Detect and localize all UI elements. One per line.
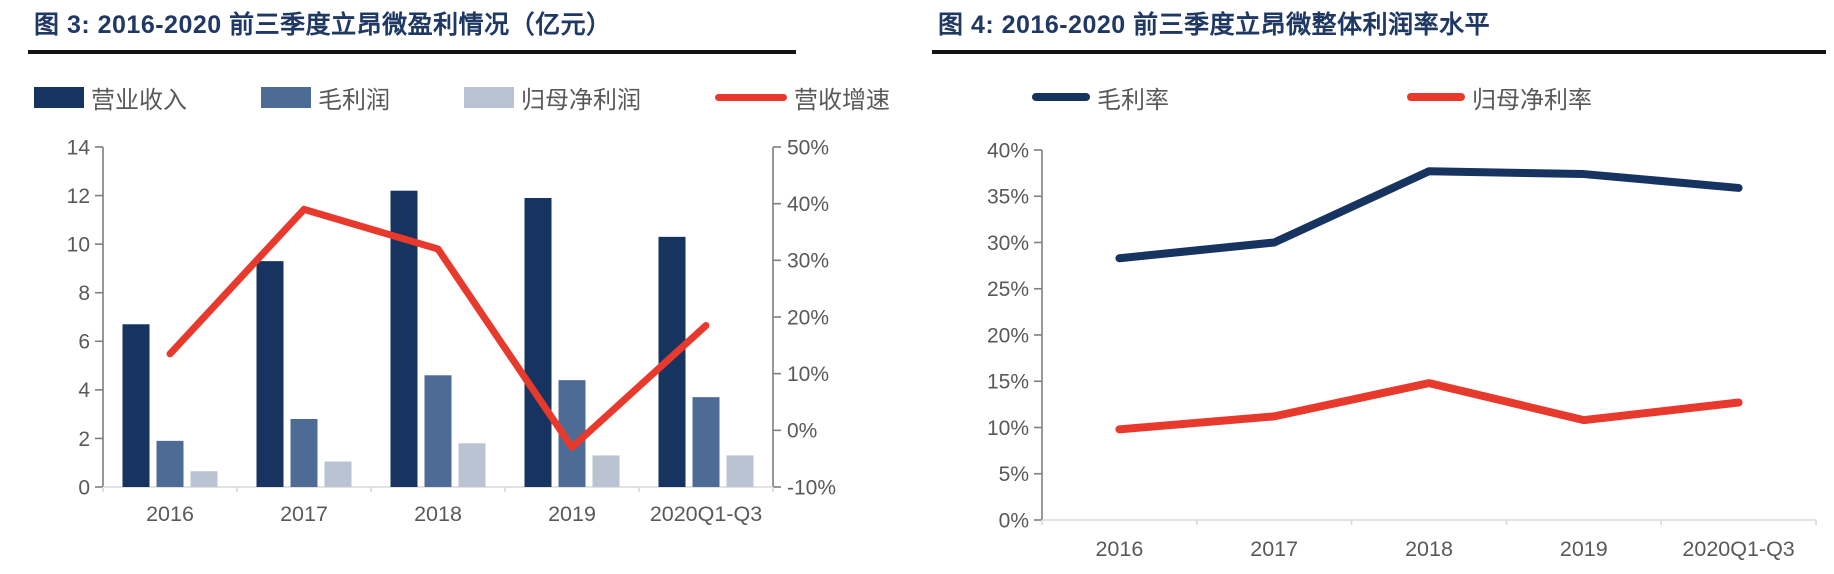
bar-segment [524,198,552,488]
category-label: 2018 [1405,537,1453,561]
bar-segment [122,324,150,488]
category-label: 2018 [414,502,462,526]
left-axis-label: 2 [78,428,90,451]
trend-line [1115,379,1743,434]
figure-4-chart: 0% 5% 10% 15% 20% 25% 30% 35% 40% 2016 2017 2018 201… [987,140,1817,561]
category-label: 2020Q1-Q3 [650,502,762,526]
bar-segment [692,397,720,488]
left-axis-label: 14 [67,137,91,160]
left-axis-label: 10% [987,417,1029,440]
right-axis-label: 30% [787,250,829,273]
legend-label: 营收增速 [794,86,890,114]
bar-segment [156,441,184,488]
figure-4-title: 图 4: 2016-2020 前三季度立昂微整体利润率水平 [932,6,1826,55]
trend-line [1115,167,1743,263]
legend-item: 归母净利润 [464,80,641,115]
legend-label: 营业收入 [91,86,187,114]
legend-label: 归母净利润 [521,86,641,114]
category-label: 2019 [548,502,596,526]
left-axis-label: 20% [987,325,1029,348]
bar-segment [190,471,218,488]
left-axis-label: 35% [987,186,1029,209]
legend-bar-swatch [261,86,311,108]
figure-3-chart: 0 2 4 6 8 10 12 14 -10% 0% 10% 20% 30% 40% 50% 2016 2017… [67,137,836,527]
legend-bar-swatch [464,86,514,108]
legend-line-swatch [1032,93,1090,102]
left-axis-label: 0% [999,510,1029,533]
left-axis-label: 12 [67,185,90,208]
legend-label: 毛利率 [1097,86,1169,114]
right-axis-label: 20% [787,307,829,330]
legend-item: 毛利率 [1032,80,1169,115]
bar-segment [290,419,318,488]
bar-segment [726,455,754,488]
bar-segment [592,455,620,488]
bar-segment [256,261,284,488]
category-label: 2019 [1560,537,1608,561]
figure-3-title: 图 3: 2016-2020 前三季度立昂微盈利情况（亿元） [28,6,796,55]
left-axis-label: 25% [987,278,1029,301]
bar-segment [324,461,352,488]
left-axis-label: 4 [78,379,90,402]
legend-item: 毛利润 [261,80,390,115]
left-axis-label: 40% [987,140,1029,163]
legend-item: 营业收入 [34,80,187,115]
bar-segment [458,443,486,488]
legend-label: 毛利润 [318,86,390,114]
right-axis-label: 50% [787,137,829,160]
figure-4-panel: 图 4: 2016-2020 前三季度立昂微整体利润率水平 毛利率 归母净利率 0… [932,6,1834,574]
legend-item: 归母净利率 [1407,80,1592,115]
category-label: 2017 [1250,537,1298,561]
category-label: 2020Q1-Q3 [1682,537,1794,561]
left-axis-label: 0 [78,477,90,500]
left-axis-label: 15% [987,371,1029,394]
left-axis-label: 8 [78,282,90,305]
legend-label: 归母净利率 [1472,86,1592,114]
legend-bar-swatch [34,86,84,108]
right-axis-label: 10% [787,363,829,386]
right-axis-label: -10% [787,477,836,500]
left-axis-label: 10 [67,234,90,257]
figure-3-legend: 营业收入 毛利润 归母净利润 营收增速 [28,80,890,114]
legend-line-swatch [715,93,787,101]
category-label: 2016 [1095,537,1143,561]
category-label: 2016 [146,502,194,526]
figure-3-panel: 图 3: 2016-2020 前三季度立昂微盈利情况（亿元） 营业收入 毛利润 归母… [28,6,918,570]
right-axis-label: 40% [787,193,829,216]
category-label: 2017 [280,502,328,526]
legend-item: 营收增速 [715,80,890,115]
left-axis-label: 6 [78,331,90,354]
figure-4-legend: 毛利率 归母净利率 [1032,80,1592,114]
bar-segment [424,375,452,488]
left-axis-label: 30% [987,232,1029,255]
legend-line-swatch [1407,93,1465,102]
right-axis-label: 0% [787,420,817,443]
trend-line [166,206,710,452]
left-axis-label: 5% [999,463,1029,486]
